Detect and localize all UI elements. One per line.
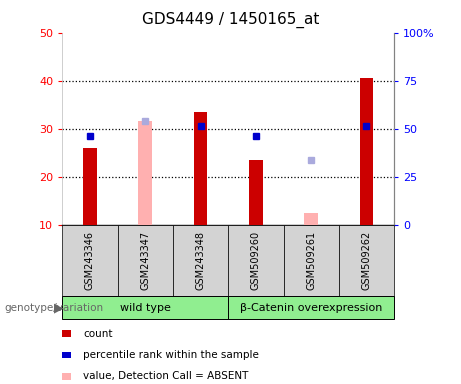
- Text: GSM509261: GSM509261: [306, 231, 316, 290]
- Text: GSM509262: GSM509262: [361, 230, 372, 290]
- Bar: [83, 148, 97, 225]
- Text: GSM509260: GSM509260: [251, 231, 261, 290]
- Text: genotype/variation: genotype/variation: [5, 303, 104, 313]
- Bar: [249, 160, 263, 225]
- Bar: [173, 225, 228, 296]
- Bar: [62, 225, 118, 296]
- Text: GSM243348: GSM243348: [195, 231, 206, 290]
- Bar: [228, 296, 394, 319]
- Bar: [284, 225, 339, 296]
- Text: GSM243347: GSM243347: [140, 231, 150, 290]
- Text: GSM243346: GSM243346: [85, 231, 95, 290]
- Text: GDS4449 / 1450165_at: GDS4449 / 1450165_at: [142, 12, 319, 28]
- Text: value, Detection Call = ABSENT: value, Detection Call = ABSENT: [83, 371, 248, 381]
- Text: ▶: ▶: [54, 301, 64, 314]
- Bar: [62, 296, 228, 319]
- Bar: [360, 78, 373, 225]
- Bar: [228, 225, 284, 296]
- Bar: [194, 112, 207, 225]
- Bar: [118, 225, 173, 296]
- Bar: [339, 225, 394, 296]
- Text: percentile rank within the sample: percentile rank within the sample: [83, 350, 259, 360]
- Text: wild type: wild type: [120, 303, 171, 313]
- Bar: [138, 121, 152, 225]
- Bar: [304, 213, 318, 225]
- Text: count: count: [83, 329, 112, 339]
- Text: β-Catenin overexpression: β-Catenin overexpression: [240, 303, 382, 313]
